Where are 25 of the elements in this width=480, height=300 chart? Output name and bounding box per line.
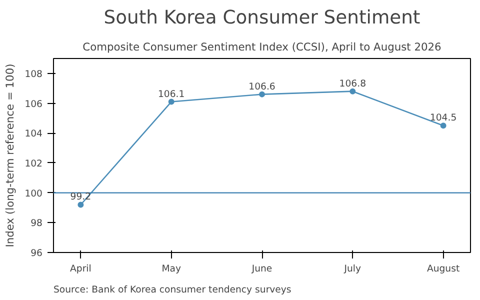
data-label: 106.1 [158,88,185,100]
x-tick-label: July [343,264,362,274]
chart-title: South Korea Consumer Sentiment [104,8,420,28]
x-tick-label: April [70,264,92,274]
data-label: 104.5 [430,112,457,124]
source-note: Source: Bank of Korea consumer tendency surveys [54,284,292,296]
y-tick-label: 106 [24,98,43,110]
y-tick-label: 96 [30,248,43,259]
y-axis-title: Index (long-term reference = 100) [4,64,17,248]
data-label: 106.6 [248,81,276,92]
chart-subtitle: Composite Consumer Sentiment Index (CCSI), April to August 2026 [82,40,442,54]
data-label: 106.8 [339,78,366,90]
y-tick-label: 98 [30,218,43,230]
x-tick-label: June [250,264,272,274]
y-tick-label: 104 [24,128,43,140]
point [440,122,446,129]
y-tick-label: 100 [24,188,43,200]
point [259,91,265,98]
x-tick-label: August [426,264,460,274]
point [78,202,84,208]
y-tick-label: 108 [24,68,43,80]
point [350,88,356,94]
point [168,98,174,105]
x-tick-label: May [162,264,182,274]
y-tick-label: 102 [24,158,43,170]
